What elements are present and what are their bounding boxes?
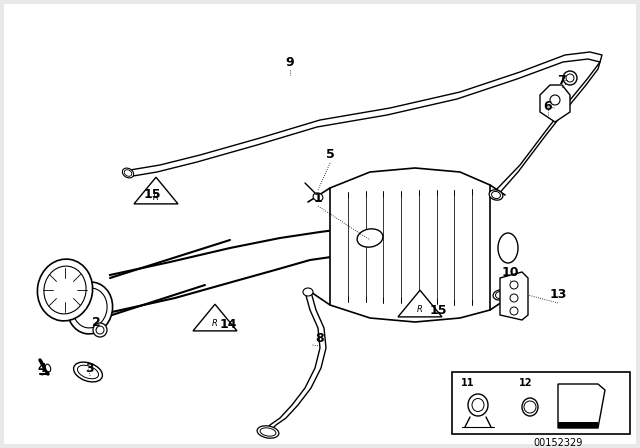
Text: 12: 12 <box>519 378 532 388</box>
Text: R: R <box>417 306 423 314</box>
Ellipse shape <box>303 288 313 296</box>
Polygon shape <box>500 272 528 320</box>
Text: 2: 2 <box>92 315 100 328</box>
Ellipse shape <box>37 259 93 321</box>
Ellipse shape <box>260 428 276 436</box>
Text: 11: 11 <box>461 378 475 388</box>
Polygon shape <box>330 168 490 322</box>
Ellipse shape <box>122 168 134 178</box>
Polygon shape <box>540 85 570 122</box>
Polygon shape <box>134 177 178 204</box>
Bar <box>452 372 630 434</box>
Ellipse shape <box>313 193 323 201</box>
Text: R: R <box>212 319 218 328</box>
Ellipse shape <box>498 233 518 263</box>
Ellipse shape <box>257 426 279 438</box>
Text: 13: 13 <box>549 289 566 302</box>
Ellipse shape <box>492 191 500 198</box>
Circle shape <box>550 95 560 105</box>
Circle shape <box>93 323 107 337</box>
Text: 5: 5 <box>326 148 334 161</box>
Ellipse shape <box>468 394 488 416</box>
Circle shape <box>510 281 518 289</box>
Text: 15: 15 <box>429 303 447 316</box>
Text: 10: 10 <box>501 266 519 279</box>
Text: 4: 4 <box>38 362 46 375</box>
Text: 3: 3 <box>86 362 94 375</box>
Circle shape <box>524 401 536 413</box>
Text: 9: 9 <box>285 56 294 69</box>
Polygon shape <box>193 304 237 331</box>
Circle shape <box>510 307 518 315</box>
Ellipse shape <box>495 292 504 298</box>
Bar <box>558 422 598 428</box>
Ellipse shape <box>67 282 113 334</box>
Ellipse shape <box>77 365 99 379</box>
Ellipse shape <box>357 229 383 247</box>
Text: 15: 15 <box>143 189 161 202</box>
Text: 00152329: 00152329 <box>533 438 582 448</box>
Text: 8: 8 <box>316 332 324 345</box>
Ellipse shape <box>73 288 107 328</box>
Ellipse shape <box>522 398 538 416</box>
Ellipse shape <box>472 399 484 412</box>
Text: 6: 6 <box>544 100 552 113</box>
Ellipse shape <box>74 362 102 382</box>
Text: 1: 1 <box>314 191 323 204</box>
Text: R: R <box>153 193 159 202</box>
Ellipse shape <box>489 190 503 200</box>
Text: 7: 7 <box>557 73 566 86</box>
Polygon shape <box>558 384 605 428</box>
Ellipse shape <box>124 170 132 176</box>
Text: 14: 14 <box>220 319 237 332</box>
Circle shape <box>563 71 577 85</box>
Circle shape <box>510 294 518 302</box>
Ellipse shape <box>44 266 86 314</box>
Ellipse shape <box>45 364 51 372</box>
Ellipse shape <box>493 290 507 300</box>
Circle shape <box>96 326 104 334</box>
Polygon shape <box>398 290 442 317</box>
Circle shape <box>566 74 574 82</box>
